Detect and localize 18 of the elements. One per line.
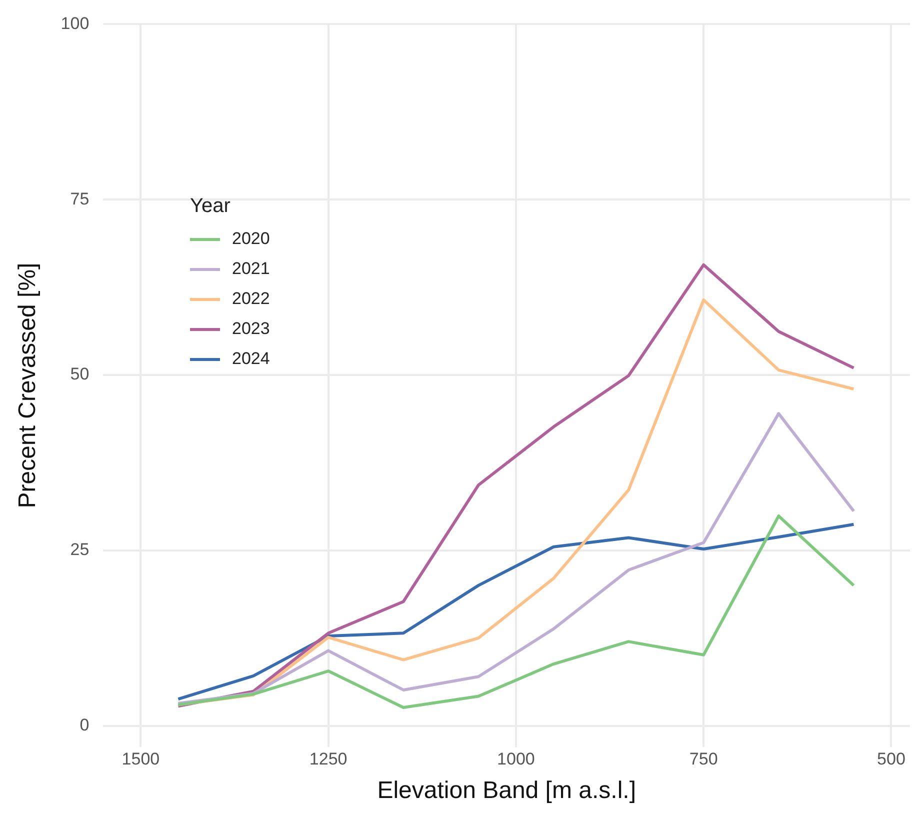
- x-tick-label: 1500: [122, 750, 160, 769]
- y-tick-label: 100: [60, 14, 90, 33]
- legend-label: 2021: [232, 259, 270, 279]
- y-tick-label: 0: [80, 715, 90, 734]
- y-tick-label: 75: [70, 189, 90, 208]
- x-tick-label: 500: [877, 750, 906, 769]
- x-tick-label: 1250: [309, 750, 348, 769]
- legend-label: 2022: [232, 289, 270, 309]
- legend-label: 2024: [232, 349, 270, 369]
- legend-title: Year: [190, 195, 232, 218]
- y-tick-label: 25: [70, 540, 90, 560]
- x-tick-label: 750: [689, 750, 718, 769]
- y-axis-title: Precent Crevassed [%]: [14, 262, 42, 508]
- y-tick-label: 50: [70, 364, 90, 384]
- legend-label: 2020: [232, 229, 270, 249]
- legend-label: 2023: [232, 319, 270, 339]
- x-axis-title: Elevation Band [m a.s.l.]: [377, 777, 636, 804]
- x-tick-label: 1000: [497, 750, 535, 769]
